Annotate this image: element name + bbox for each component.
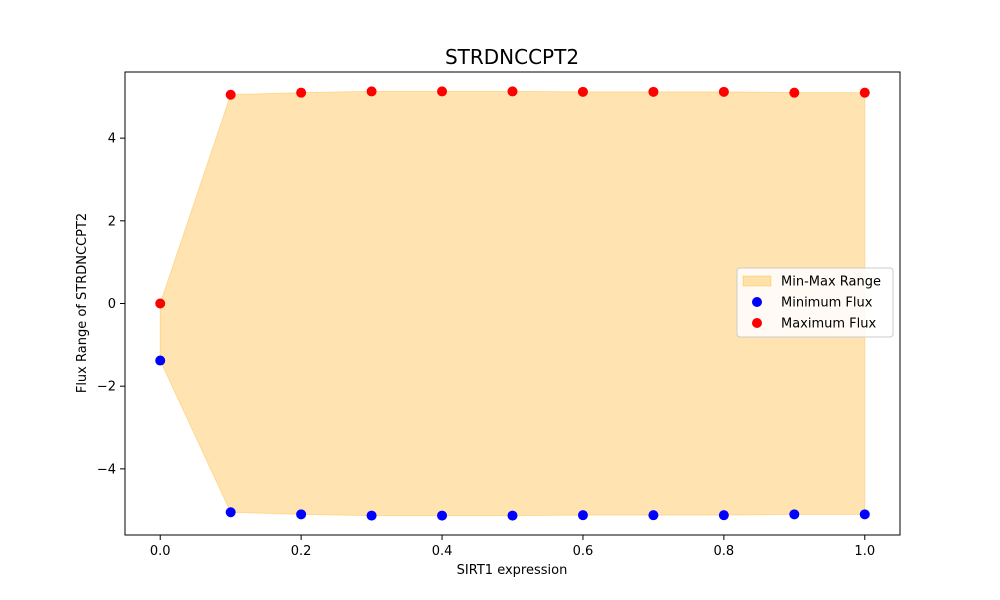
min-flux-point xyxy=(155,355,166,366)
y-axis: −4 −2 0 2 4 xyxy=(97,132,125,477)
min-flux-point xyxy=(296,509,307,520)
max-flux-point xyxy=(296,87,307,98)
y-tick-label: −2 xyxy=(97,380,116,395)
max-flux-point xyxy=(225,89,236,100)
min-flux-point xyxy=(437,510,448,521)
max-flux-point xyxy=(507,86,518,97)
y-tick-label: 2 xyxy=(108,214,116,229)
legend-swatch-max xyxy=(752,318,762,328)
legend-label-range: Min-Max Range xyxy=(781,275,881,290)
x-tick-label: 1.0 xyxy=(854,544,875,559)
y-tick-label: 4 xyxy=(108,132,116,147)
max-flux-point xyxy=(718,86,729,97)
legend-box xyxy=(736,267,894,338)
x-axis-label: SIRT1 expression xyxy=(457,563,568,578)
min-flux-point xyxy=(789,509,800,520)
plot-area xyxy=(124,71,901,536)
x-tick-label: 0.4 xyxy=(432,544,453,559)
y-tick-label: 0 xyxy=(108,297,116,312)
y-axis-label: Flux Range of STRDNCCPT2 xyxy=(75,213,90,393)
min-flux-point xyxy=(366,510,377,521)
max-flux-point xyxy=(789,87,800,98)
legend-swatch-min xyxy=(752,297,762,307)
x-tick-label: 0.8 xyxy=(714,544,735,559)
x-tick-label: 0.6 xyxy=(573,544,594,559)
min-flux-point xyxy=(648,510,659,521)
min-flux-point xyxy=(718,510,729,521)
x-tick-label: 0.0 xyxy=(150,544,171,559)
max-flux-point xyxy=(155,298,166,309)
max-flux-point xyxy=(648,86,659,97)
y-tick-label: −4 xyxy=(97,462,116,477)
legend-label-max: Maximum Flux xyxy=(781,317,877,332)
min-flux-point xyxy=(577,510,588,521)
chart-title: STRDNCCPT2 xyxy=(445,45,579,69)
min-flux-point xyxy=(859,509,870,520)
legend: Min-Max Range Minimum Flux Maximum Flux xyxy=(736,267,894,338)
min-flux-point xyxy=(225,507,236,518)
x-tick-label: 0.2 xyxy=(291,544,312,559)
max-flux-point xyxy=(577,86,588,97)
legend-swatch-range xyxy=(742,275,772,287)
max-flux-point xyxy=(859,87,870,98)
legend-label-min: Minimum Flux xyxy=(781,296,873,311)
min-flux-point xyxy=(507,510,518,521)
max-flux-point xyxy=(437,86,448,97)
max-flux-point xyxy=(366,86,377,97)
x-axis: 0.0 0.2 0.4 0.6 0.8 1.0 xyxy=(150,535,875,559)
